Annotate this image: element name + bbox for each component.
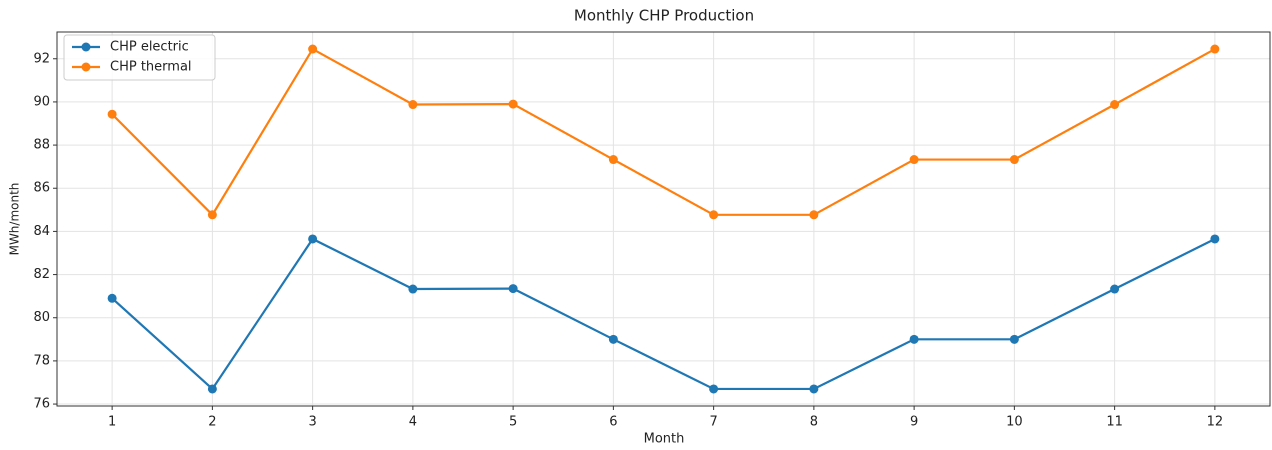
data-point [809,210,819,220]
y-tick-label: 76 [33,397,50,412]
data-point [508,284,518,294]
data-point [1210,234,1220,244]
data-point [1210,44,1220,54]
x-tick-label: 10 [1006,415,1023,430]
legend-marker [81,42,91,52]
data-point [1009,155,1019,165]
data-point [107,293,117,303]
series-line [111,237,1216,391]
legend-label: CHP thermal [110,60,192,75]
x-tick-label: 8 [810,415,818,430]
legend-label: CHP electric [110,40,189,55]
x-tick-label: 7 [709,415,717,430]
data-point [909,334,919,344]
y-tick-label: 86 [33,181,50,196]
data-point [608,334,618,344]
y-tick-label: 82 [33,267,50,282]
x-tick-label: 2 [208,415,216,430]
data-point [308,234,318,244]
chart-title: Monthly CHP Production [574,7,754,25]
data-point [408,284,418,294]
x-tick-label: 5 [509,415,517,430]
x-tick-label: 9 [910,415,918,430]
y-tick-label: 88 [33,138,50,153]
x-axis-label: Month [644,432,685,447]
data-point [809,384,819,394]
data-point [1110,284,1120,294]
data-point [207,210,217,220]
data-point [608,155,618,165]
y-tick-label: 78 [33,353,50,368]
data-point [107,109,117,119]
y-tick-label: 92 [33,51,50,66]
data-point [709,384,719,394]
x-tick-label: 6 [609,415,617,430]
x-tick-label: 12 [1207,415,1224,430]
x-tick-label: 4 [409,415,417,430]
y-tick-label: 84 [33,224,50,239]
y-tick-label: 90 [33,94,50,109]
y-tick-label: 80 [33,310,50,325]
legend-box [63,34,216,81]
series-line [111,47,1216,217]
x-tick-label: 3 [308,415,316,430]
data-point [709,210,719,220]
data-point [207,384,217,394]
legend: CHP electric CHP thermal [63,34,216,81]
x-tick-label: 11 [1106,415,1123,430]
legend-marker [81,62,91,72]
data-point [408,100,418,110]
data-point [308,44,318,54]
data-point [508,99,518,109]
data-point [1110,100,1120,110]
data-point [1009,334,1019,344]
data-point [909,155,919,165]
plot-frame [56,31,1271,407]
x-tick-label: 1 [108,415,116,430]
y-axis-label: MWh/month [8,183,22,256]
